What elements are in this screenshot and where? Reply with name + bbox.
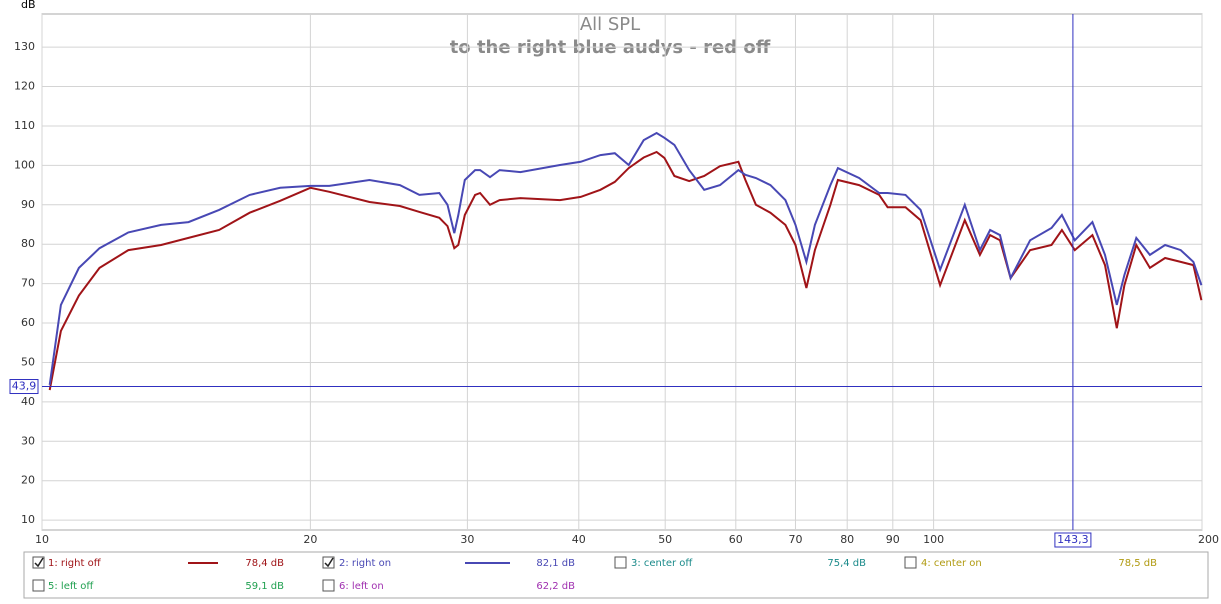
y-tick-label: 60 <box>21 316 35 329</box>
x-tick-label: 50 <box>658 533 672 546</box>
legend-checkmark <box>34 557 44 568</box>
legend-checkmark <box>324 557 334 568</box>
legend-reading: 82,1 dB <box>536 558 575 569</box>
cursor-y-label: 43,9 <box>12 380 37 393</box>
cursor-y-box <box>9 379 39 395</box>
legend-reading: 78,5 dB <box>1118 558 1157 569</box>
legend-label: 6: left on <box>339 581 384 592</box>
legend-label: 5: left off <box>48 581 94 592</box>
chart-title: All SPL <box>580 14 640 35</box>
y-axis-label: dB <box>21 0 36 11</box>
series-line <box>48 131 1203 386</box>
legend-label: 1: right off <box>48 558 102 569</box>
legend-label: 3: center off <box>631 558 693 569</box>
legend-reading: 59,1 dB <box>245 581 284 592</box>
x-tick-label: 20 <box>303 533 317 546</box>
y-tick-label: 10 <box>21 513 35 526</box>
x-tick-label: 40 <box>572 533 586 546</box>
y-tick-label: 80 <box>21 237 35 250</box>
legend-reading: 62,2 dB <box>536 581 575 592</box>
legend-label: 4: center on <box>921 558 982 569</box>
legend-reading: 78,4 dB <box>245 558 284 569</box>
y-tick-label: 90 <box>21 198 35 211</box>
x-tick-label: 90 <box>886 533 900 546</box>
cursor-x-label: 143,3 <box>1057 533 1089 546</box>
legend-checkbox[interactable] <box>32 579 45 592</box>
legend-checkbox[interactable] <box>322 556 335 569</box>
legend-checkbox[interactable] <box>32 556 45 569</box>
y-tick-label: 40 <box>21 395 35 408</box>
legend-checkbox[interactable] <box>614 556 627 569</box>
legend-label: 2: right on <box>339 558 391 569</box>
legend-checkbox[interactable] <box>904 556 917 569</box>
plot-area <box>41 13 1203 531</box>
x-tick-label: 60 <box>729 533 743 546</box>
y-tick-label: 30 <box>21 434 35 447</box>
y-tick-label: 110 <box>14 119 35 132</box>
legend-reading: 75,4 dB <box>827 558 866 569</box>
y-tick-label: 130 <box>14 40 35 53</box>
x-tick-label: 200 Hz <box>1198 533 1221 546</box>
x-tick-label: 70 <box>788 533 802 546</box>
y-tick-label: 120 <box>14 80 35 93</box>
x-tick-label: 100 <box>923 533 944 546</box>
series-line <box>48 150 1203 391</box>
y-tick-label: 70 <box>21 277 35 290</box>
x-tick-label: 80 <box>840 533 854 546</box>
legend-checkbox[interactable] <box>322 579 335 592</box>
y-tick-label: 100 <box>14 158 35 171</box>
x-tick-label: 30 <box>460 533 474 546</box>
y-tick-label: 20 <box>21 474 35 487</box>
cursor-x-box <box>1054 532 1092 548</box>
y-tick-label: 50 <box>21 355 35 368</box>
x-tick-label: 10 <box>35 533 49 546</box>
